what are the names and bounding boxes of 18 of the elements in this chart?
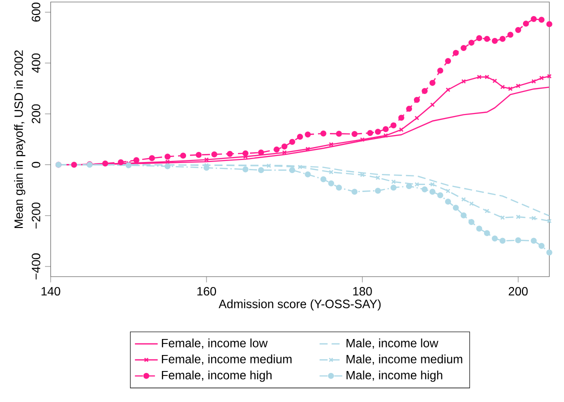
x-tick-label: 160 (197, 287, 216, 296)
y-tick-label: −200 (32, 202, 40, 229)
y-tick-label: −400 (32, 253, 40, 280)
y-axis-title: Mean gain in payoff, USD in 2002 (14, 50, 26, 228)
x-axis-title: Admission score (Y-OSS-SAY) (218, 299, 381, 311)
legend-label: Female, income medium (162, 354, 292, 365)
x-tick-label: 140 (42, 287, 60, 296)
y-tick-label: 200 (32, 104, 40, 124)
y-tick-label: 600 (32, 2, 40, 22)
y-tick-label: 400 (32, 53, 40, 73)
legend-label: Male, income high (346, 370, 442, 382)
legend-label: Female, income high (162, 370, 272, 382)
x-tick-label: 180 (353, 287, 372, 296)
legend-label: Male, income medium (346, 354, 462, 365)
y-tick-label: 0 (32, 162, 40, 168)
x-tick-label: 200 (508, 287, 528, 296)
legend-label: Male, income low (346, 338, 438, 349)
legend-label: Female, income low (162, 338, 268, 349)
